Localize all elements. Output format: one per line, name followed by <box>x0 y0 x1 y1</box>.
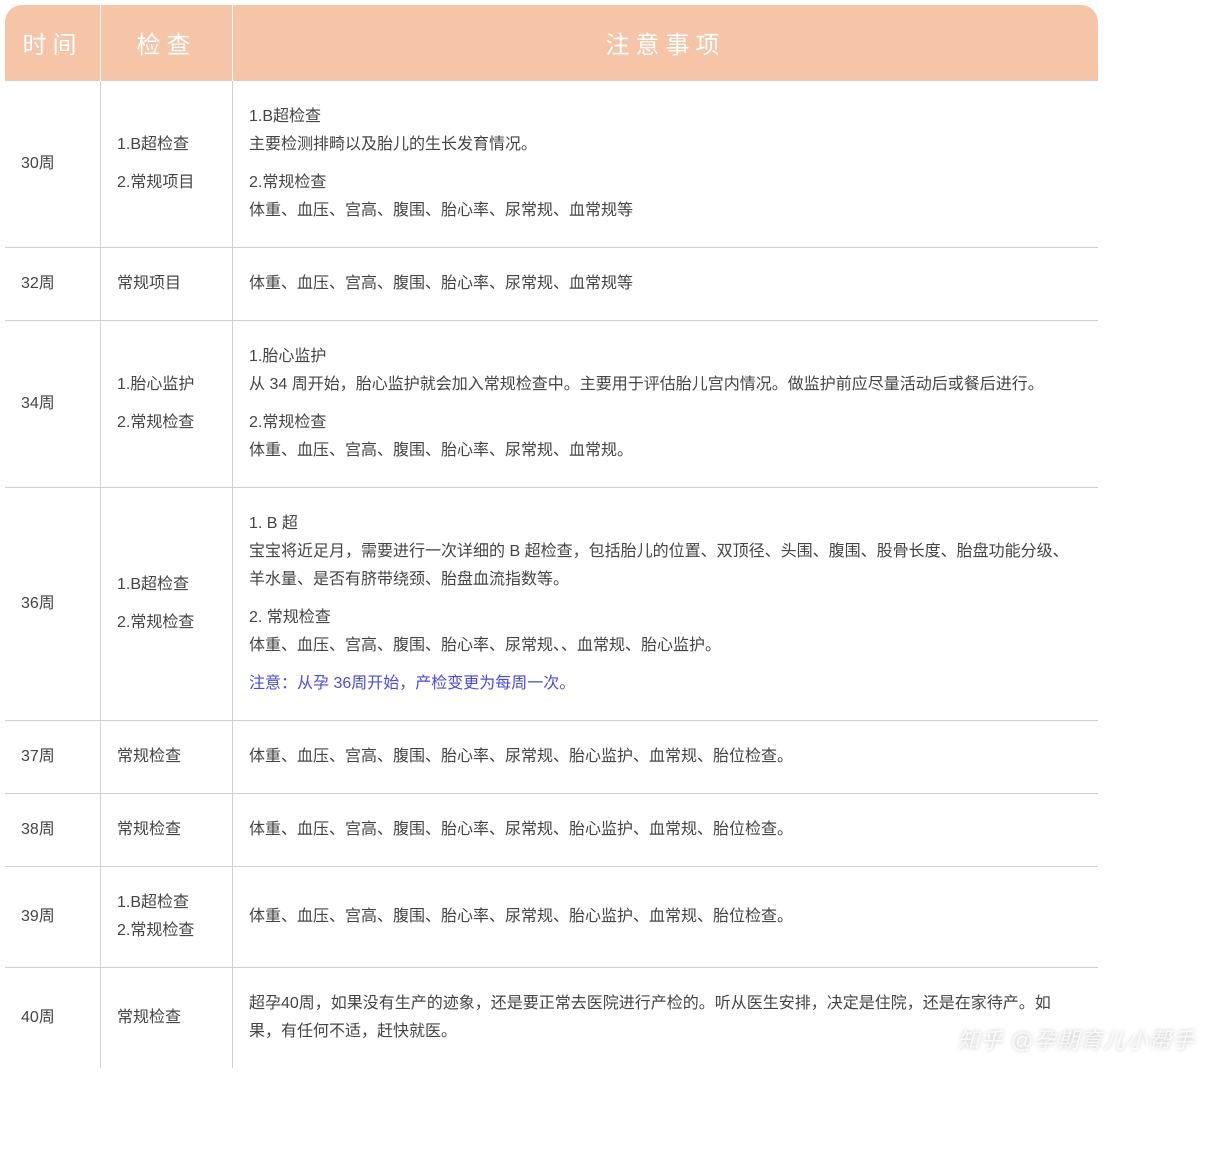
header-time: 时间 <box>5 5 101 81</box>
header-exam: 检查 <box>101 5 233 81</box>
cell-notes: 1.胎心监护从 34 周开始，胎心监护就会加入常规检查中。主要用于评估胎儿宫内情… <box>233 321 1099 488</box>
note-line: 2.常规检查 <box>249 409 1082 437</box>
note-line <box>249 159 1082 169</box>
cell-time: 39周 <box>5 867 101 968</box>
cell-time: 34周 <box>5 321 101 488</box>
cell-time: 38周 <box>5 794 101 867</box>
cell-notes: 1.B超检查主要检测排畸以及胎儿的生长发育情况。 2.常规检查体重、血压、宫高、腹… <box>233 81 1099 248</box>
exam-line: 1.B超检查 <box>117 889 216 917</box>
table-row: 38周常规检查 体重、血压、宫高、腹围、胎心率、尿常规、胎心监护、血常规、胎位检查… <box>5 794 1099 867</box>
table-row: 40周常规检查 超孕40周，如果没有生产的迹象，还是要正常去医院进行产检的。听从医… <box>5 968 1099 1069</box>
cell-time: 32周 <box>5 248 101 321</box>
exam-line: 1.B超检查 <box>117 131 216 159</box>
note-line: 从 34 周开始，胎心监护就会加入常规检查中。主要用于评估胎儿宫内情况。做监护前… <box>249 371 1082 399</box>
cell-exam: 常规检查 <box>101 794 233 867</box>
exam-line: 2.常规检查 <box>117 409 216 437</box>
note-line: 体重、血压、宫高、腹围、胎心率、尿常规、胎心监护、血常规、胎位检查。 <box>249 903 1082 931</box>
cell-exam: 常规检查 <box>101 968 233 1069</box>
exam-line: 1.胎心监护 <box>117 371 216 399</box>
table-row: 36周 1.B超检查 2.常规检查 1. B 超宝宝将近足月，需要进行一次详细的 B … <box>5 488 1099 721</box>
cell-exam: 常规检查 <box>101 721 233 794</box>
note-line: 体重、血压、宫高、腹围、胎心率、尿常规、、血常规、胎心监护。 <box>249 632 1082 660</box>
note-line: 1.胎心监护 <box>249 343 1082 371</box>
cell-time: 40周 <box>5 968 101 1069</box>
note-line: 体重、血压、宫高、腹围、胎心率、尿常规、血常规。 <box>249 437 1082 465</box>
exam-line <box>117 599 216 609</box>
table-row: 37周常规检查 体重、血压、宫高、腹围、胎心率、尿常规、胎心监护、血常规、胎位检查… <box>5 721 1099 794</box>
cell-notes: 1. B 超宝宝将近足月，需要进行一次详细的 B 超检查，包括胎儿的位置、双顶径… <box>233 488 1099 721</box>
cell-notes: 体重、血压、宫高、腹围、胎心率、尿常规、血常规等 <box>233 248 1099 321</box>
cell-exam: 1.B超检查2.常规检查 <box>101 867 233 968</box>
header-notes: 注意事项 <box>233 5 1099 81</box>
cell-notes: 体重、血压、宫高、腹围、胎心率、尿常规、胎心监护、血常规、胎位检查。 <box>233 794 1099 867</box>
cell-exam: 1.B超检查 2.常规检查 <box>101 488 233 721</box>
note-line <box>249 660 1082 670</box>
exam-line: 2.常规检查 <box>117 609 216 637</box>
table-body: 30周1.B超检查2.常规项目1.B超检查主要检测排畸以及胎儿的生长发育情况。2… <box>5 81 1099 1069</box>
cell-notes: 体重、血压、宫高、腹围、胎心率、尿常规、胎心监护、血常规、胎位检查。 <box>233 721 1099 794</box>
exam-line: 常规检查 <box>117 816 216 844</box>
note-line: 体重、血压、宫高、腹围、胎心率、尿常规、血常规等 <box>249 270 1082 298</box>
note-line: 主要检测排畸以及胎儿的生长发育情况。 <box>249 131 1082 159</box>
exam-line <box>117 159 216 169</box>
note-line: 体重、血压、宫高、腹围、胎心率、尿常规、胎心监护、血常规、胎位检查。 <box>249 816 1082 844</box>
cell-exam: 常规项目 <box>101 248 233 321</box>
note-line: 1.B超检查 <box>249 103 1082 131</box>
cell-time: 30周 <box>5 81 101 248</box>
note-line <box>249 594 1082 604</box>
table-header: 时间 检查 注意事项 <box>5 5 1099 81</box>
cell-time: 36周 <box>5 488 101 721</box>
note-line: 超孕40周，如果没有生产的迹象，还是要正常去医院进行产检的。听从医生安排，决定是… <box>249 990 1082 1046</box>
pregnancy-schedule-table: 时间 检查 注意事项 30周1.B超检查2.常规项目1.B超检查主要检测排畸以及… <box>4 4 1099 1069</box>
note-line: 体重、血压、宫高、腹围、胎心率、尿常规、胎心监护、血常规、胎位检查。 <box>249 743 1082 771</box>
note-line: 2. 常规检查 <box>249 604 1082 632</box>
table-row: 30周1.B超检查2.常规项目1.B超检查主要检测排畸以及胎儿的生长发育情况。2… <box>5 81 1099 248</box>
exam-line <box>117 399 216 409</box>
cell-notes: 超孕40周，如果没有生产的迹象，还是要正常去医院进行产检的。听从医生安排，决定是… <box>233 968 1099 1069</box>
exam-line: 常规检查 <box>117 743 216 771</box>
cell-time: 37周 <box>5 721 101 794</box>
exam-line: 2.常规项目 <box>117 169 216 197</box>
exam-line: 常规项目 <box>117 270 216 298</box>
note-line: 体重、血压、宫高、腹围、胎心率、尿常规、血常规等 <box>249 197 1082 225</box>
table-row: 34周1.胎心监护2.常规检查1.胎心监护从 34 周开始，胎心监护就会加入常规… <box>5 321 1099 488</box>
note-line: 1. B 超 <box>249 510 1082 538</box>
table-row: 32周常规项目 体重、血压、宫高、腹围、胎心率、尿常规、血常规等 <box>5 248 1099 321</box>
table-row: 39周1.B超检查2.常规检查体重、血压、宫高、腹围、胎心率、尿常规、胎心监护、… <box>5 867 1099 968</box>
cell-exam: 1.胎心监护 2.常规检查 <box>101 321 233 488</box>
note-line: 宝宝将近足月，需要进行一次详细的 B 超检查，包括胎儿的位置、双顶径、头围、腹围… <box>249 538 1082 594</box>
note-line: 2.常规检查 <box>249 169 1082 197</box>
note-line <box>249 399 1082 409</box>
note-line-highlight: 注意：从孕 36周开始，产检变更为每周一次。 <box>249 670 1082 698</box>
cell-exam: 1.B超检查 2.常规项目 <box>101 81 233 248</box>
exam-line: 1.B超检查 <box>117 571 216 599</box>
exam-line: 2.常规检查 <box>117 917 216 945</box>
cell-notes: 体重、血压、宫高、腹围、胎心率、尿常规、胎心监护、血常规、胎位检查。 <box>233 867 1099 968</box>
exam-line: 常规检查 <box>117 1004 216 1032</box>
